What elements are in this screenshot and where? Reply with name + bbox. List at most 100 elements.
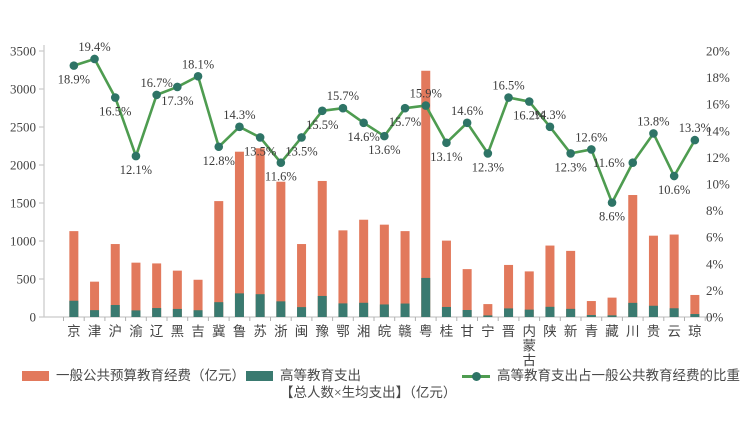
x-axis-category-label[interactable]: 黑	[171, 324, 185, 339]
ratio-point[interactable]	[421, 101, 431, 110]
x-axis-category-label[interactable]: 吉	[191, 324, 205, 339]
higher-ed-bar[interactable]	[131, 310, 141, 317]
budget-bar[interactable]	[441, 240, 451, 317]
higher-ed-bar[interactable]	[483, 315, 493, 317]
higher-ed-bar[interactable]	[504, 308, 514, 317]
higher-ed-bar[interactable]	[359, 302, 369, 317]
higher-ed-bar[interactable]	[524, 309, 534, 317]
x-axis-category-label[interactable]: 皖	[378, 324, 392, 339]
legend-item-higher-ed[interactable]: 高等教育支出 【总人数×生均支出】（亿元）	[246, 368, 456, 402]
budget-bar[interactable]	[338, 230, 348, 317]
ratio-point[interactable]	[504, 93, 513, 102]
x-axis-category-label[interactable]: 晋	[502, 324, 516, 339]
x-axis-category-label[interactable]: 宁	[481, 323, 495, 339]
higher-ed-bar[interactable]	[214, 302, 224, 317]
x-axis-category-label[interactable]: 藏	[605, 324, 619, 339]
x-axis-category-label[interactable]: 闽	[295, 324, 309, 339]
x-axis-category-label[interactable]: 粤	[419, 324, 433, 339]
budget-bar[interactable]	[317, 180, 327, 317]
x-axis-category-label[interactable]: 川	[626, 324, 640, 339]
x-axis-category-label[interactable]: 津	[88, 324, 102, 339]
higher-ed-bar[interactable]	[297, 307, 307, 317]
budget-bar[interactable]	[297, 244, 307, 317]
budget-bar[interactable]	[255, 148, 265, 317]
x-axis-category-label[interactable]: 甘	[460, 324, 474, 339]
ratio-point[interactable]	[90, 54, 99, 64]
x-axis-category-label[interactable]: 湘	[357, 324, 371, 339]
ratio-point[interactable]	[587, 145, 596, 154]
higher-ed-bar[interactable]	[152, 308, 162, 317]
higher-ed-bar[interactable]	[90, 310, 100, 317]
higher-ed-bar[interactable]	[566, 308, 576, 317]
x-axis-category-label[interactable]: 京	[67, 324, 81, 339]
budget-bar[interactable]	[648, 235, 658, 317]
higher-ed-bar[interactable]	[586, 315, 596, 317]
x-axis-category-label[interactable]: 赣	[398, 324, 412, 339]
legend-item-budget[interactable]: 一般公共预算教育经费（亿元）	[22, 368, 245, 385]
higher-ed-bar[interactable]	[255, 294, 265, 317]
ratio-point[interactable]	[566, 149, 575, 158]
x-axis-category-label[interactable]: 冀	[212, 324, 226, 339]
higher-ed-bar[interactable]	[545, 306, 555, 317]
budget-bar[interactable]	[400, 231, 410, 317]
x-axis-category-label[interactable]: 沪	[109, 324, 123, 339]
ratio-point[interactable]	[131, 151, 141, 161]
ratio-point[interactable]	[607, 198, 617, 207]
higher-ed-bar[interactable]	[69, 300, 79, 317]
budget-bar[interactable]	[172, 270, 182, 317]
higher-ed-bar[interactable]	[110, 304, 120, 317]
ratio-point[interactable]	[669, 171, 679, 181]
budget-bar[interactable]	[152, 263, 162, 317]
ratio-point[interactable]	[235, 122, 244, 132]
budget-bar[interactable]	[462, 269, 472, 317]
x-axis-category-label[interactable]: 浙	[274, 324, 288, 339]
budget-bar[interactable]	[276, 181, 286, 317]
x-axis-category-label[interactable]: 渝	[129, 324, 143, 339]
x-axis-category-label[interactable]: 辽	[150, 324, 164, 339]
ratio-point[interactable]	[276, 158, 286, 168]
ratio-point[interactable]	[152, 90, 161, 100]
ratio-point[interactable]	[400, 103, 410, 113]
ratio-point[interactable]	[462, 118, 472, 128]
ratio-point[interactable]	[359, 118, 368, 128]
budget-bar[interactable]	[690, 294, 700, 317]
x-axis-category-label[interactable]: 琼	[688, 324, 702, 339]
x-axis-category-label[interactable]: 贵	[647, 324, 661, 339]
higher-ed-bar[interactable]	[669, 308, 679, 317]
higher-ed-bar[interactable]	[193, 310, 203, 317]
budget-bar[interactable]	[193, 279, 203, 317]
higher-ed-bar[interactable]	[234, 293, 244, 317]
x-axis-category-label[interactable]: 陕	[543, 324, 557, 339]
x-axis-category-label[interactable]: 豫	[316, 324, 330, 339]
higher-ed-bar[interactable]	[276, 301, 286, 317]
budget-bar[interactable]	[234, 151, 244, 317]
x-axis-category-label[interactable]: 鄂	[336, 324, 350, 339]
ratio-point[interactable]	[338, 103, 348, 113]
budget-bar[interactable]	[379, 224, 389, 317]
ratio-point[interactable]	[524, 97, 534, 106]
ratio-point[interactable]	[317, 106, 327, 116]
x-axis-category-label[interactable]: 内蒙古	[523, 324, 537, 368]
x-axis-category-label[interactable]: 鲁	[233, 324, 247, 339]
budget-bar[interactable]	[524, 271, 534, 317]
x-axis-category-label[interactable]: 云	[667, 324, 681, 339]
x-axis-category-label[interactable]: 新	[564, 324, 578, 339]
budget-bar[interactable]	[607, 297, 617, 317]
budget-bar[interactable]	[628, 195, 638, 317]
ratio-point[interactable]	[483, 149, 493, 158]
budget-bar[interactable]	[131, 262, 141, 317]
x-axis-category-label[interactable]: 苏	[253, 324, 267, 339]
higher-ed-bar[interactable]	[317, 295, 327, 317]
ratio-point[interactable]	[690, 135, 700, 145]
budget-bar[interactable]	[359, 219, 369, 317]
higher-ed-bar[interactable]	[628, 302, 638, 317]
higher-ed-bar[interactable]	[379, 304, 389, 317]
ratio-point[interactable]	[214, 142, 224, 152]
x-axis-category-label[interactable]: 青	[585, 324, 599, 339]
higher-ed-bar[interactable]	[421, 277, 431, 317]
higher-ed-bar[interactable]	[441, 306, 451, 317]
budget-bar[interactable]	[566, 250, 576, 317]
ratio-point[interactable]	[173, 82, 182, 92]
ratio-point[interactable]	[628, 158, 638, 168]
ratio-point[interactable]	[193, 71, 203, 81]
